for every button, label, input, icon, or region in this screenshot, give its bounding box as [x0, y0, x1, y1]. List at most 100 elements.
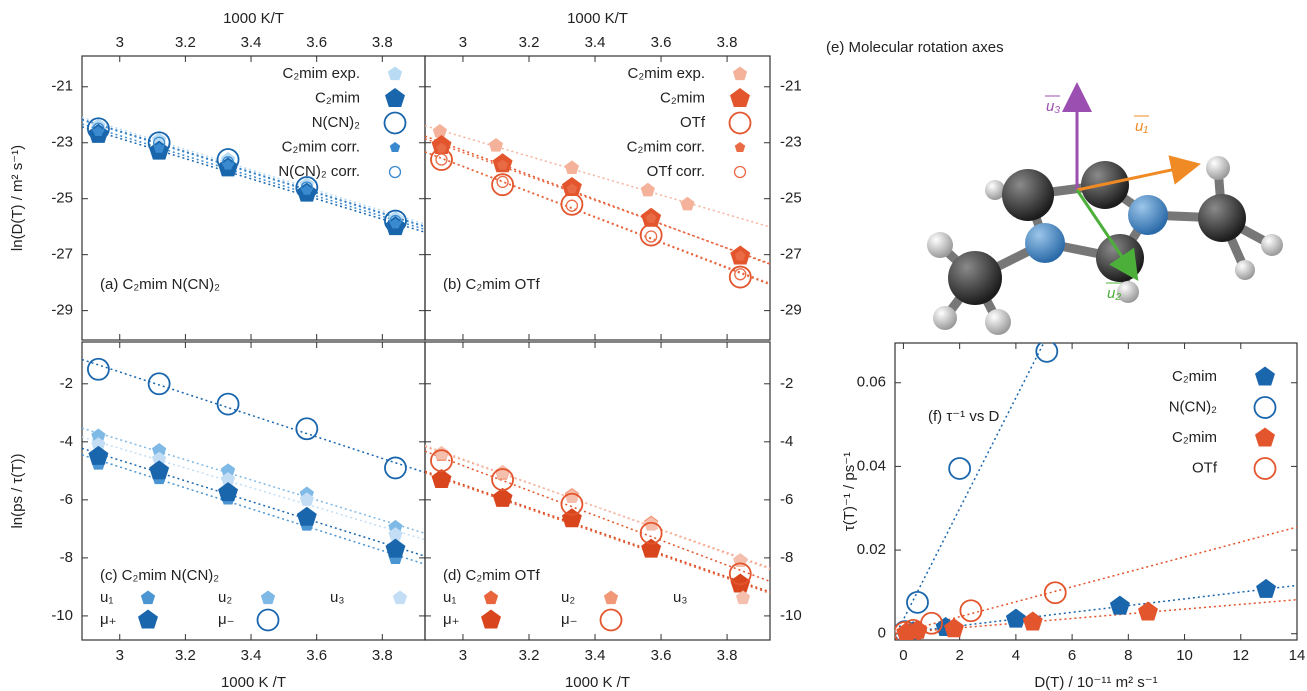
x-tick-label: 3.6: [306, 34, 327, 51]
x-tick-label: 0: [899, 647, 907, 664]
marker: [1043, 581, 1067, 605]
y-tick-label: -2: [60, 375, 73, 392]
fit-line: [425, 450, 770, 583]
legend-marker: [1255, 366, 1275, 386]
fit-line: [82, 447, 425, 557]
marker: [295, 176, 319, 199]
marker: [384, 456, 407, 480]
legend-marker: [599, 608, 623, 632]
fit-line: [425, 151, 770, 285]
x-axis-label: 1000 K /T: [565, 674, 630, 691]
fit-line: [425, 444, 770, 570]
plot-area: [82, 116, 425, 236]
y-tick-label: -29: [51, 302, 73, 319]
marker: [296, 506, 317, 526]
plot-frame: [81, 55, 426, 341]
fit-line: [82, 454, 425, 565]
marker: [91, 428, 106, 443]
marker: [680, 196, 695, 211]
panel: 3 3.2 3.4 3.6 3.8 -21 -23 -25 -27 -29 1000 K/T ln(D…: [9, 10, 426, 341]
marker: [147, 372, 171, 396]
x-tick-label: 3.6: [306, 647, 327, 664]
legend-marker: [483, 590, 499, 605]
x-axis-label: D(T) / 10⁻¹¹ m² s⁻¹: [1034, 674, 1157, 691]
axis-arrow: [1076, 155, 1201, 192]
legend-marker: [734, 142, 746, 152]
x-tick-label: 3.2: [175, 647, 196, 664]
x-tick-label: 3.4: [241, 34, 262, 51]
marker: [389, 214, 402, 228]
y-tick-label: -29: [780, 302, 802, 319]
panel: 0 2 4 6 8 10 12 14 0 0.02 0.04 0.06 D(T) / 10⁻¹¹ m² …: [841, 342, 1305, 691]
y-tick-label: -25: [51, 190, 73, 207]
fit-line: [82, 436, 425, 541]
panel-label: (d) C₂mim OTf: [443, 567, 540, 584]
marker: [1022, 611, 1043, 631]
marker: [147, 131, 171, 155]
marker: [645, 212, 657, 223]
legend-marker: [388, 165, 402, 179]
x-tick-label: 3.8: [372, 34, 393, 51]
legend-marker: [1255, 427, 1275, 447]
legend-marker: [1253, 396, 1277, 419]
x-tick-label: 3.4: [585, 34, 606, 51]
x-tick-label: 3.4: [241, 647, 262, 664]
y-tick-label: -27: [780, 246, 802, 263]
legend-marker: [603, 590, 619, 605]
legend-label: OTf: [680, 114, 706, 131]
molecule-panel: (e) Molecular rotation axes u₃ u₁: [826, 39, 1283, 335]
marker: [220, 463, 236, 477]
fit-line: [425, 137, 770, 265]
y-tick-label: -21: [780, 78, 802, 95]
legend-marker: [389, 142, 401, 152]
marker: [300, 181, 313, 194]
y-tick-label: -6: [60, 491, 73, 508]
x-tick-label: 3.8: [717, 647, 738, 664]
marker: [432, 124, 447, 138]
marker: [295, 417, 319, 441]
x-tick-label: 3.2: [175, 34, 196, 51]
marker: [728, 562, 752, 586]
marker: [435, 153, 448, 166]
y-tick-label: -23: [780, 134, 802, 151]
marker: [491, 468, 514, 491]
plot-area: [425, 124, 770, 289]
marker: [87, 357, 110, 381]
x-tick-label: 3: [116, 34, 124, 51]
x-axis-label: 1000 K/T: [567, 10, 628, 27]
fit-line: [82, 119, 425, 228]
marker: [1109, 595, 1130, 615]
legend-label: u₃: [673, 589, 687, 606]
marker: [299, 492, 314, 506]
panel-label: (c) C₂mim N(CN)₂: [100, 567, 219, 584]
legend-marker: [383, 111, 407, 135]
marker: [640, 182, 655, 197]
marker: [906, 590, 929, 614]
marker: [644, 517, 659, 531]
legend-marker: [385, 88, 405, 107]
x-tick-label: 3.2: [519, 647, 540, 664]
y-tick-label: -10: [780, 607, 802, 624]
legend-marker: [735, 590, 751, 605]
marker: [564, 489, 580, 504]
marker: [152, 136, 166, 149]
marker: [152, 451, 167, 466]
axis-label: u₁: [1135, 118, 1148, 135]
y-tick-label: 0: [878, 625, 886, 642]
fit-line: [425, 125, 770, 228]
y-tick-label: 0.02: [857, 541, 886, 558]
fit-line: [82, 116, 425, 225]
legend-label: C₂mim: [660, 89, 705, 106]
marker: [734, 268, 747, 281]
fit-line: [82, 126, 425, 233]
marker: [639, 223, 663, 247]
legend-marker: [256, 608, 280, 632]
marker: [944, 618, 965, 638]
y-axis-label: ln(ps / τ(T)): [9, 453, 26, 528]
legend-label: C₂mim corr.: [282, 138, 360, 155]
y-tick-label: -8: [60, 549, 73, 566]
legend-label: μ₋: [218, 611, 235, 628]
marker: [488, 138, 504, 152]
marker: [895, 621, 917, 640]
legend-label: μ₋: [561, 611, 578, 628]
